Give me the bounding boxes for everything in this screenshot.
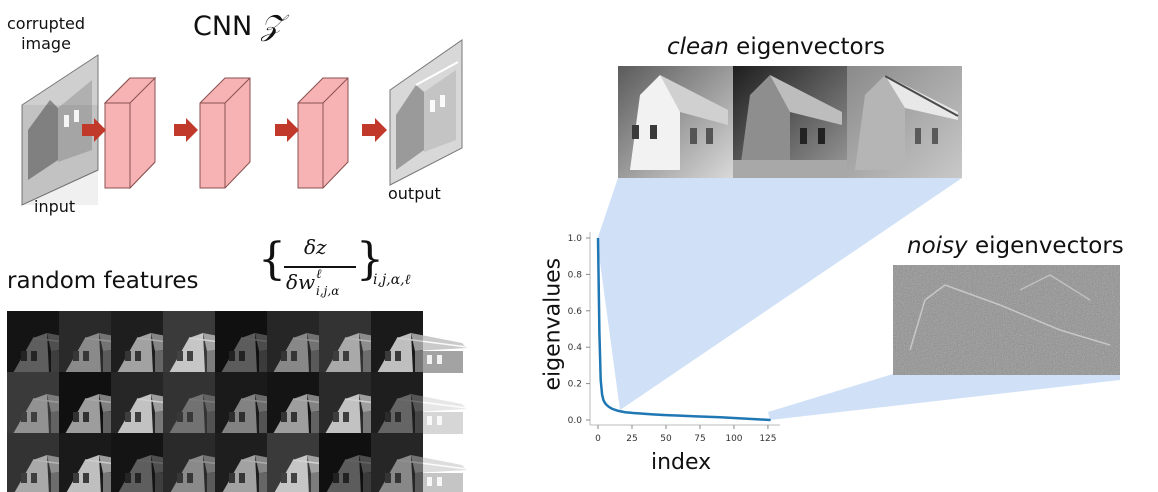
input-image [21, 54, 99, 206]
cnn-layer-1 [103, 76, 157, 190]
x-tick-label: 50 [660, 434, 672, 444]
feature-tile [319, 433, 416, 492]
pipeline-arrows [82, 118, 387, 142]
feature-tile [111, 372, 208, 435]
feature-tile [371, 372, 468, 435]
feature-tile [7, 372, 104, 435]
noisy-eigenvector-image [893, 265, 1120, 375]
corrupted-label-line-1: corrupted [7, 14, 86, 33]
cnn-title: CNN 𝒵 [193, 8, 283, 43]
feature-tile [215, 311, 312, 374]
formula-superscript: ℓ [316, 267, 322, 282]
feature-tile [111, 433, 208, 492]
feature-tile [371, 433, 468, 492]
feature-tile [7, 311, 104, 374]
cnn-layer-3 [297, 77, 349, 189]
x-axis-label: index [651, 450, 712, 475]
cnn-title-symbol: 𝒵 [260, 8, 283, 42]
input-label: input [34, 197, 76, 216]
noisy-eigenvectors-title: noisy eigenvectors [907, 233, 1124, 259]
x-tick-label: 125 [759, 434, 776, 444]
y-tick-label: 1.0 [568, 234, 583, 244]
x-tick-label: 100 [725, 434, 742, 444]
feature-tile [163, 311, 260, 374]
clean-emph: clean [667, 34, 729, 60]
y-tick-label: 0.0 [568, 416, 583, 426]
formula-fraction-bar [284, 266, 356, 268]
formula-numerator: δz [304, 235, 327, 259]
clean-eigenvector-images [618, 66, 962, 178]
feature-tile [319, 311, 416, 374]
output-image [389, 39, 463, 186]
feature-tile [59, 311, 156, 374]
y-tick-label: 0.6 [568, 307, 583, 317]
formula-denominator: δw [286, 270, 316, 294]
clean-eigenvector-2 [733, 66, 847, 178]
feature-tile [163, 372, 260, 435]
output-label: output [388, 184, 441, 203]
feature-tile [111, 311, 208, 374]
feature-tile [371, 311, 468, 374]
feature-tile [215, 433, 312, 492]
noisy-emph: noisy [907, 233, 968, 259]
y-tick-label: 0.2 [568, 380, 582, 390]
cnn-layer-2 [199, 77, 251, 189]
feature-tile [59, 433, 156, 492]
formula-outer-subscript: i,j,α,ℓ [373, 272, 411, 288]
feature-tile [7, 433, 104, 492]
feature-tile [319, 372, 416, 435]
noisy-projection-band [768, 374, 1120, 420]
y-tick-label: 0.8 [568, 270, 583, 280]
clean-rest: eigenvectors [728, 34, 885, 60]
random-features-grid [7, 311, 468, 492]
random-features-label: random features [7, 268, 199, 294]
y-axis-label: eigenvalues [540, 257, 566, 391]
feature-tile [267, 433, 364, 492]
x-tick-label: 0 [595, 434, 601, 444]
formula-subscript: i,j,α [316, 284, 340, 298]
y-tick-label: 0.4 [568, 343, 583, 353]
cnn-title-text: CNN [193, 11, 253, 42]
corrupted-image-label: corrupted image [7, 14, 85, 54]
clean-eigenvector-1 [618, 66, 733, 178]
formula-open-brace: { [258, 234, 286, 285]
x-tick-label: 25 [626, 434, 637, 444]
feature-tile [163, 433, 260, 492]
eigenvalue-chart: 0.0 0.2 0.4 0.6 0.8 1.0 0 25 50 75 100 125 [568, 232, 780, 444]
feature-tile [267, 372, 364, 435]
formula-close-brace: } [356, 234, 384, 285]
clean-eigenvector-3 [847, 66, 962, 178]
noisy-rest: eigenvectors [967, 233, 1124, 259]
corrupted-label-line-2: image [21, 34, 71, 53]
clean-eigenvectors-title: clean eigenvectors [667, 34, 885, 60]
eigenvalue-series-line [596, 237, 771, 422]
feature-tile [267, 311, 364, 374]
x-tick-label: 75 [694, 434, 705, 444]
clean-projection-band [597, 178, 962, 410]
feature-tile [215, 372, 312, 435]
feature-tile [59, 372, 156, 435]
